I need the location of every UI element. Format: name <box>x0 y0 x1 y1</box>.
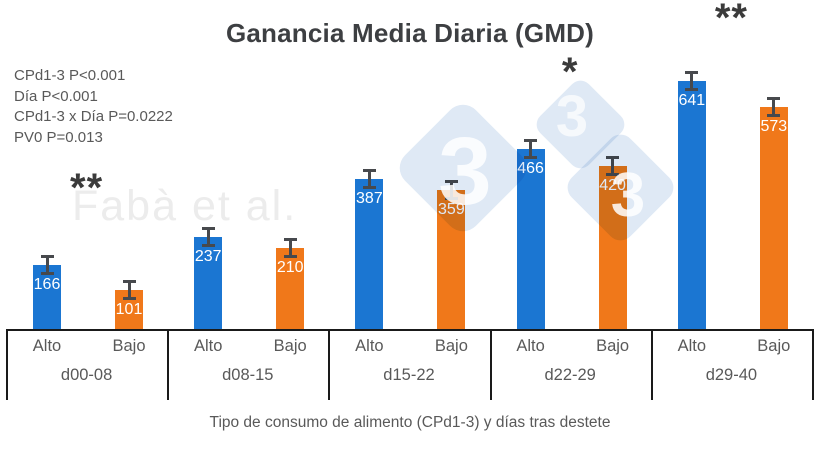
error-bar-cap-bottom <box>685 88 699 91</box>
page-title: Ganancia Media Diaria (GMD) <box>225 18 595 48</box>
axis-category-label: d15-22 <box>383 366 435 384</box>
significance-marker-d29-40: ** <box>714 0 748 40</box>
significance-marker-d00-08: ** <box>70 166 104 210</box>
error-bar-cap-bottom <box>767 114 781 117</box>
axis-sublabel-alto-d00-08: Alto <box>32 337 62 355</box>
axis-sublabel-alto-d29-40: Alto <box>677 337 707 355</box>
error-bar-stem <box>206 227 210 247</box>
axis-category-label: d29-40 <box>705 366 758 384</box>
bar-bajo-d08-15 <box>276 248 305 329</box>
bar-value-bajo-d08-15: 210 <box>276 259 304 276</box>
error-bar-cap-bottom <box>362 186 376 189</box>
stats-annotation: CPd1-3 P<0.001 Día P<0.001 CPd1-3 x Día … <box>14 66 173 148</box>
error-bar-stem <box>529 139 533 159</box>
axis-sublabel-bajo-d15-22: Bajo <box>434 337 468 355</box>
axis-sublabel-bajo-d00-08: Bajo <box>112 337 146 355</box>
error-bar-cap-bottom <box>283 255 297 258</box>
bar-alto-d29-40 <box>677 81 706 329</box>
error-bar-bajo-d08-15 <box>283 238 297 258</box>
axis-group-separator <box>489 329 492 400</box>
axis-sublabel-bajo-d29-40: Bajo <box>757 337 791 355</box>
bar-value-bajo-d00-08: 101 <box>115 301 143 318</box>
axis-category-label: d08-15 <box>222 366 274 384</box>
stats-line-interaction: CPd1-3 x Día P=0.0222 <box>14 108 173 125</box>
watermark-digit-large: 3 <box>438 118 492 225</box>
watermark-digit-bottom: 3 <box>610 161 646 230</box>
error-bar-cap-bottom <box>201 244 215 247</box>
axis-group-separator <box>650 329 653 400</box>
error-bar-stem <box>690 71 694 91</box>
axis-sublabel-bajo-d22-29: Bajo <box>596 337 630 355</box>
error-bar-alto-d15-22 <box>362 169 376 189</box>
axis-group-separator <box>328 329 331 400</box>
error-bar-alto-d08-15 <box>201 227 215 247</box>
x-axis-title: Tipo de consumo de alimento (CPd1-3) y d… <box>209 414 611 431</box>
bar-value-alto-d29-40: 641 <box>678 92 706 109</box>
error-bar-alto-d22-29 <box>524 139 538 159</box>
error-bar-alto-d00-08 <box>40 255 54 275</box>
error-bar-stem <box>367 169 371 189</box>
error-bar-stem <box>127 280 131 300</box>
error-bar-cap-bottom <box>40 272 54 275</box>
error-bar-cap-bottom <box>122 297 136 300</box>
error-bar-stem <box>772 97 776 117</box>
error-bar-alto-d29-40 <box>685 71 699 91</box>
bar-bajo-d29-40 <box>759 107 788 329</box>
bar-alto-d00-08 <box>33 265 61 329</box>
axis-category-label: d00-08 <box>60 366 113 384</box>
axis-category-label: d22-29 <box>544 366 596 384</box>
x-axis-baseline <box>6 329 812 331</box>
significance-marker-d22-29: * <box>561 50 579 94</box>
bar-value-alto-d08-15: 237 <box>194 248 222 265</box>
error-bar-bajo-d00-08 <box>122 280 136 300</box>
error-bar-cap-bottom <box>524 156 538 159</box>
watermark-author-text: Fabà et al. <box>72 182 298 230</box>
axis-sublabel-alto-d08-15: Alto <box>193 337 223 355</box>
axis-sublabel-alto-d15-22: Alto <box>355 337 384 355</box>
axis-group-separator <box>812 329 814 400</box>
error-bar-stem <box>288 238 292 258</box>
axis-group-separator <box>6 329 8 400</box>
axis-sublabel-bajo-d08-15: Bajo <box>273 337 307 355</box>
axis-sublabel-alto-d22-29: Alto <box>516 337 545 355</box>
axis-group-separator <box>167 329 170 400</box>
bar-alto-d15-22 <box>355 179 384 329</box>
bar-value-alto-d00-08: 166 <box>33 276 61 293</box>
error-bar-stem <box>45 255 49 275</box>
bar-value-alto-d15-22: 387 <box>356 190 383 207</box>
watermark-digit-top: 3 <box>555 84 589 149</box>
stats-line-pv0: PV0 P=0.013 <box>14 128 103 146</box>
stats-line-cpd: CPd1-3 P<0.001 <box>14 67 126 84</box>
error-bar-bajo-d29-40 <box>767 97 781 117</box>
bar-value-bajo-d29-40: 573 <box>760 118 788 135</box>
stats-line-dia: Día P<0.001 <box>14 87 98 105</box>
bar-alto-d08-15 <box>194 237 223 329</box>
